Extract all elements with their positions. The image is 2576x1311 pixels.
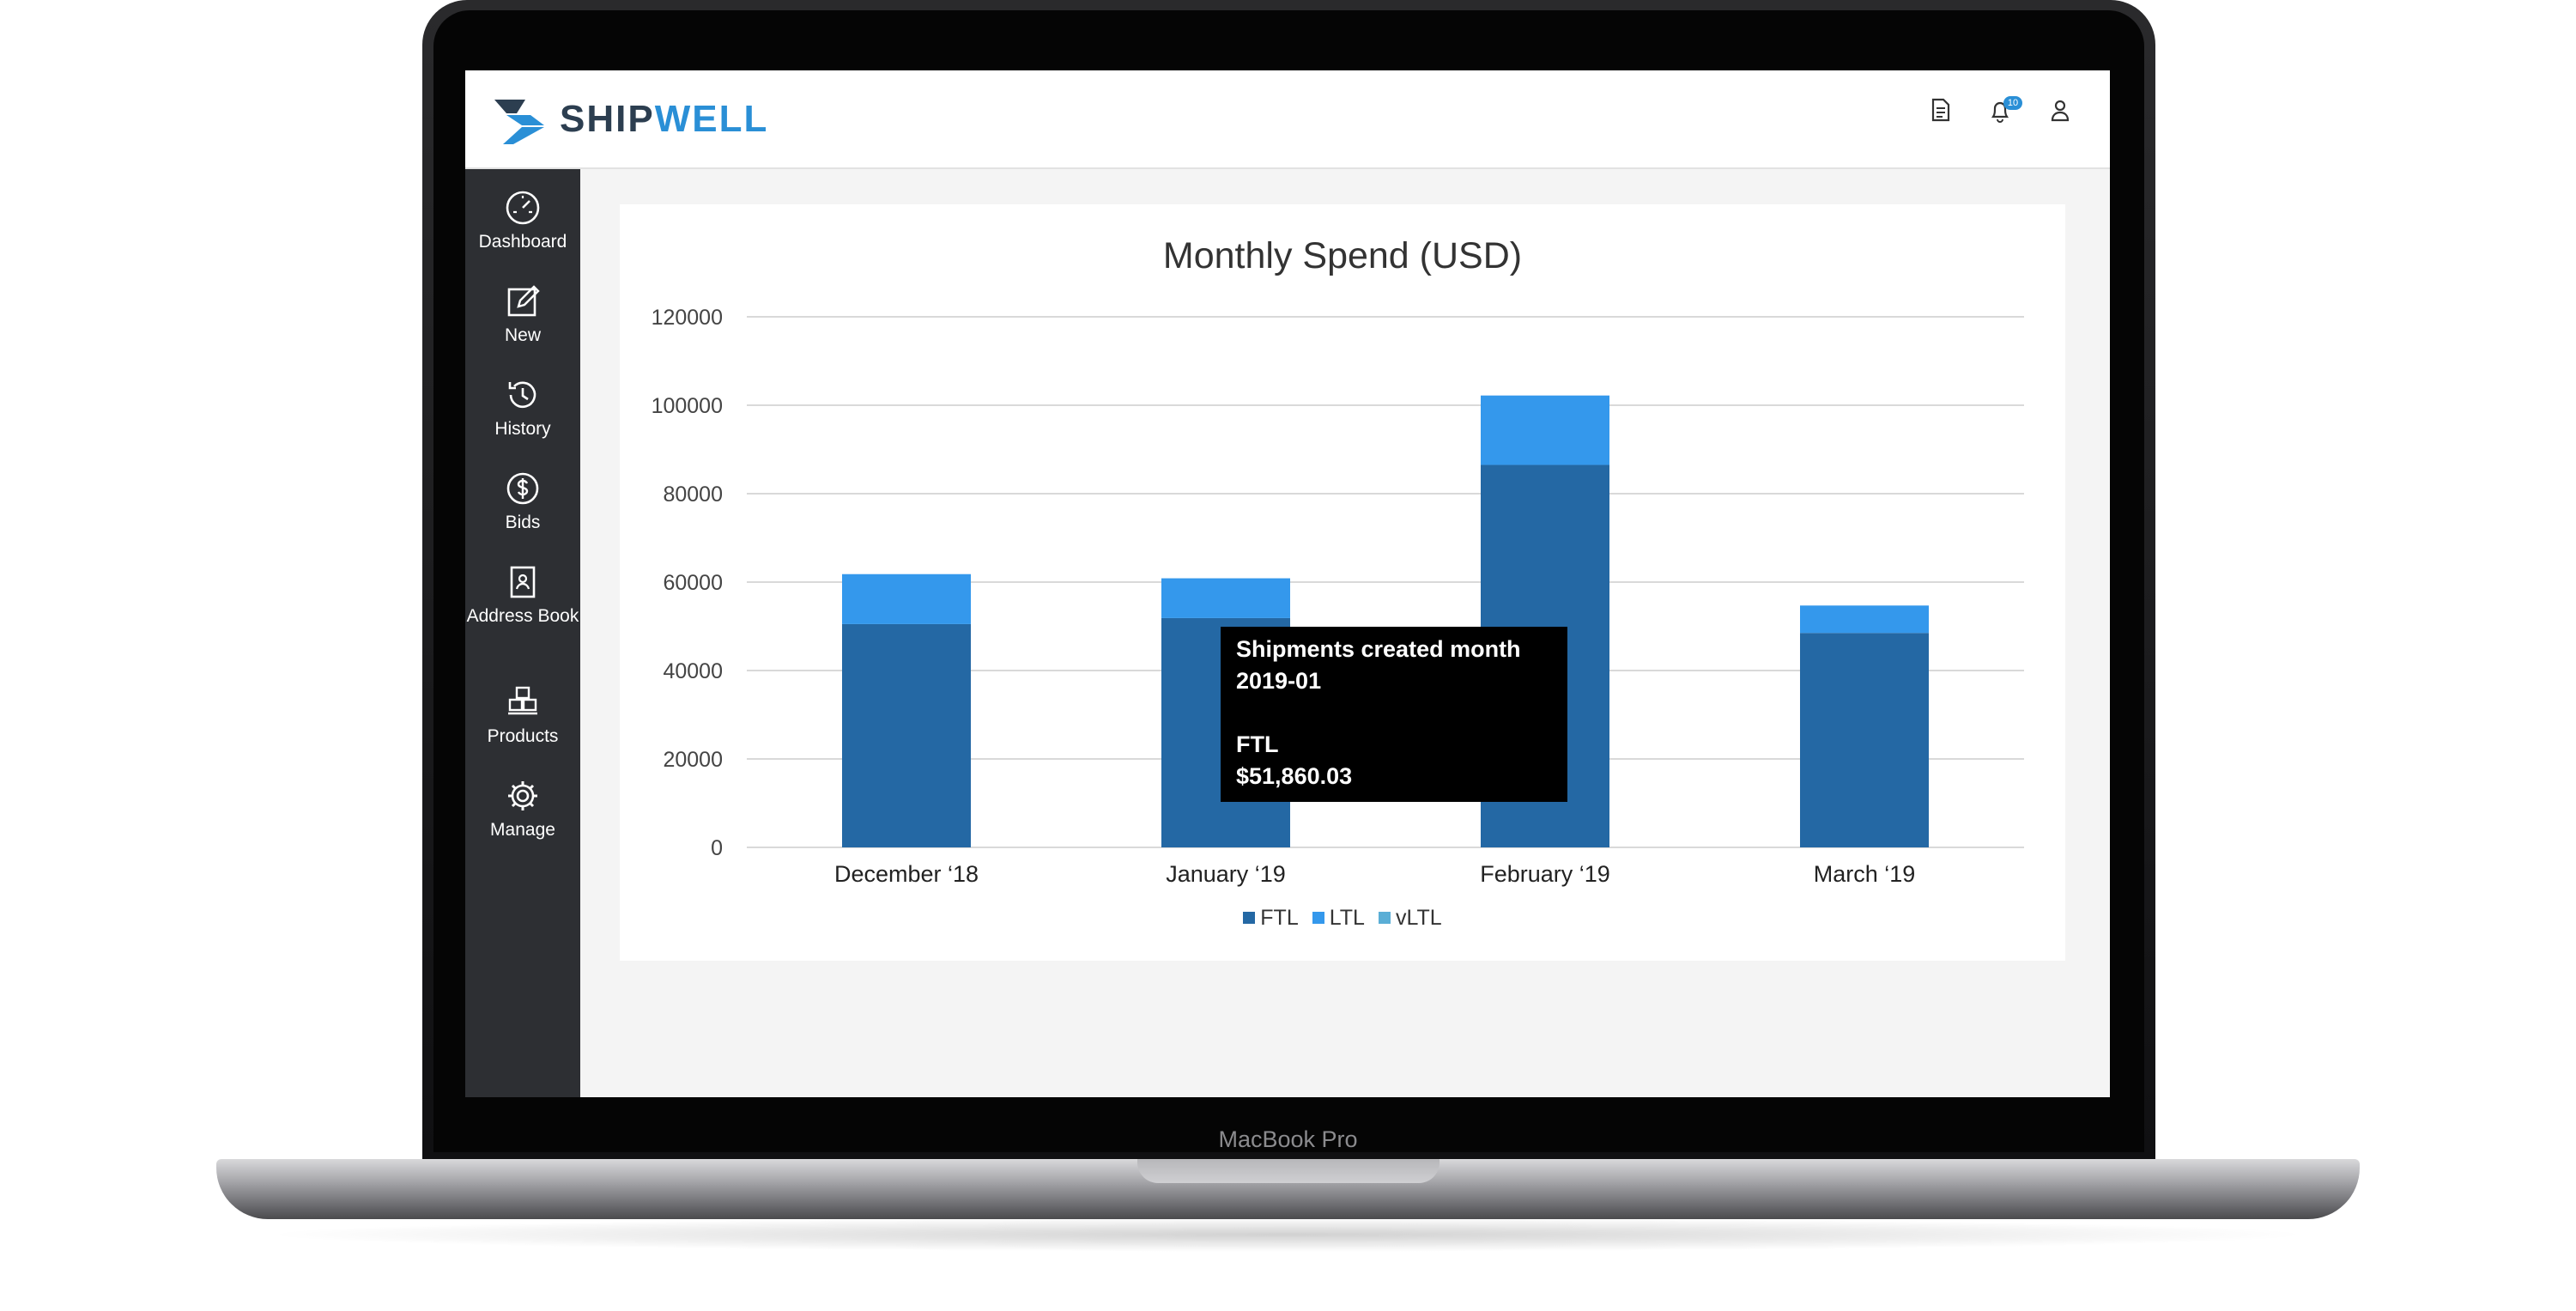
sidebar-item-label: Manage [490,820,555,840]
y-tick-label: 20000 [663,748,723,772]
y-tick-label: 120000 [652,306,723,330]
bell-icon[interactable]: 10 [1985,94,2022,125]
sidebar-item-bids[interactable]: Bids [465,469,580,536]
brand-name-part2: WELL [654,98,769,140]
speedometer-icon [506,191,540,225]
sidebar-item-label: Address Book [466,606,579,626]
legend-item[interactable]: LTL [1312,906,1365,931]
legend-item[interactable]: FTL [1243,905,1299,931]
laptop-shadow [258,1217,2318,1252]
top-bar-actions: 10 [1924,94,2076,125]
dollar-icon [506,472,539,505]
sidebar-item-label: Products [487,726,559,746]
sidebar: Dashboard New History Bids Address Book … [465,169,580,1097]
x-tick-label: March ‘19 [1814,861,1916,887]
legend-swatch [1243,912,1256,924]
tooltip-line-2: 2019-01 [1236,668,1322,694]
y-tick-label: 60000 [663,571,723,595]
y-tick-label: 40000 [663,659,723,683]
tooltip-line-1: Shipments created month [1236,636,1521,662]
chart-legend: FTL LTL vLTL [620,905,2065,931]
sidebar-item-label: New [504,325,541,345]
bar-ltl[interactable] [1161,578,1290,618]
sidebar-item-history[interactable]: History [465,375,580,442]
top-bar: SHIPWELL 10 [465,70,2110,169]
legend-item[interactable]: vLTL [1378,905,1442,931]
bar-ltl[interactable] [1481,395,1609,465]
sidebar-item-address-book[interactable]: Address Book [465,562,580,629]
legend-swatch [1378,912,1391,924]
monthly-spend-chart-card: Monthly Spend (USD) 0 20000 40000 60000 8000… [620,204,2065,961]
sidebar-item-new[interactable]: New [465,282,580,349]
legend-label: vLTL [1395,905,1442,930]
x-tick-label: February ‘19 [1480,861,1610,887]
bar-ftl[interactable] [842,623,971,847]
legend-label: FTL [1260,905,1299,930]
y-tick-label: 0 [711,836,723,860]
legend-swatch [1312,912,1324,924]
edit-icon [507,285,540,317]
address-book-icon [510,566,536,598]
gear-icon [508,781,537,810]
bar-ftl[interactable] [1800,633,1929,847]
boxes-icon [508,686,537,715]
chart-tooltip: Shipments created month 2019-01 FTL $51,… [1221,627,1567,802]
bar-ltl[interactable] [842,574,971,624]
sidebar-item-dashboard[interactable]: Dashboard [465,188,580,255]
document-icon[interactable] [1924,94,1955,125]
tooltip-line-4: $51,860.03 [1236,763,1353,789]
tooltip-line-3: FTL [1236,731,1279,757]
monthly-spend-chart: 0 20000 40000 60000 80000 100000 120000 Decembe… [652,306,2024,887]
device-label: MacBook Pro [1218,1126,1358,1152]
brand-name: SHIPWELL [560,98,768,141]
app-screen: SHIPWELL 10 Dashboard New History [465,70,2110,1097]
tooltip-spacer [1236,697,1552,729]
laptop-base-notch [1137,1159,1440,1183]
x-tick-label: January ‘19 [1166,861,1286,887]
y-tick-label: 100000 [652,394,723,418]
sidebar-item-label: Bids [505,513,541,532]
legend-label: LTL [1329,905,1365,930]
brand-logo[interactable]: SHIPWELL [491,89,768,149]
notification-badge: 10 [2003,96,2022,110]
chart-title: Monthly Spend (USD) [1162,235,1523,276]
x-tick-label: December ‘18 [834,861,979,887]
sidebar-item-label: History [494,419,551,439]
sidebar-item-products[interactable]: Products [465,683,580,750]
shipwell-logo-icon [494,100,544,144]
history-icon [508,381,536,409]
sidebar-item-manage[interactable]: Manage [465,776,580,843]
user-icon[interactable] [2045,94,2076,125]
sidebar-item-label: Dashboard [478,232,567,252]
y-tick-label: 80000 [663,483,723,507]
bar-ltl[interactable] [1800,605,1929,634]
brand-name-part1: SHIP [560,98,655,140]
